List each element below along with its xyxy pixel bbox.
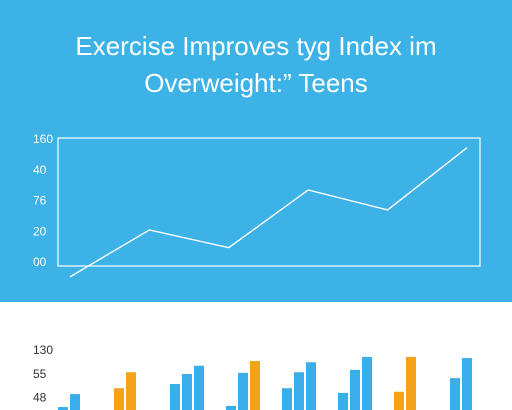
y-tick-label: 130 <box>33 343 53 357</box>
bar <box>58 407 68 410</box>
data-line <box>69 147 468 278</box>
y-tick-label: 76 <box>33 194 47 208</box>
y-tick-label: 20 <box>33 224 47 238</box>
bar <box>362 356 372 410</box>
chart-title: Exercise Improves tyg Index im Overweigh… <box>75 31 437 98</box>
bar <box>126 372 136 410</box>
bar <box>226 405 236 410</box>
y-tick-label: 48 <box>33 390 47 404</box>
bar <box>170 384 180 410</box>
bar <box>462 358 472 410</box>
bar <box>114 388 124 410</box>
bar <box>182 374 192 410</box>
bar <box>194 365 204 410</box>
bar <box>294 372 304 410</box>
y-tick-label: 40 <box>33 163 47 177</box>
bar <box>394 391 404 410</box>
y-tick-label: 55 <box>33 367 47 381</box>
bar <box>250 361 260 410</box>
bar <box>306 362 316 410</box>
bar <box>450 378 460 410</box>
y-tick-label: 160 <box>33 132 53 146</box>
bar <box>282 388 292 410</box>
bar <box>238 372 248 410</box>
plot-frame <box>57 137 481 267</box>
header-background <box>0 0 512 302</box>
y-tick-label: 00 <box>33 255 47 269</box>
bar <box>338 392 348 410</box>
bar <box>70 394 80 410</box>
bar <box>406 356 416 410</box>
bar <box>350 369 360 410</box>
